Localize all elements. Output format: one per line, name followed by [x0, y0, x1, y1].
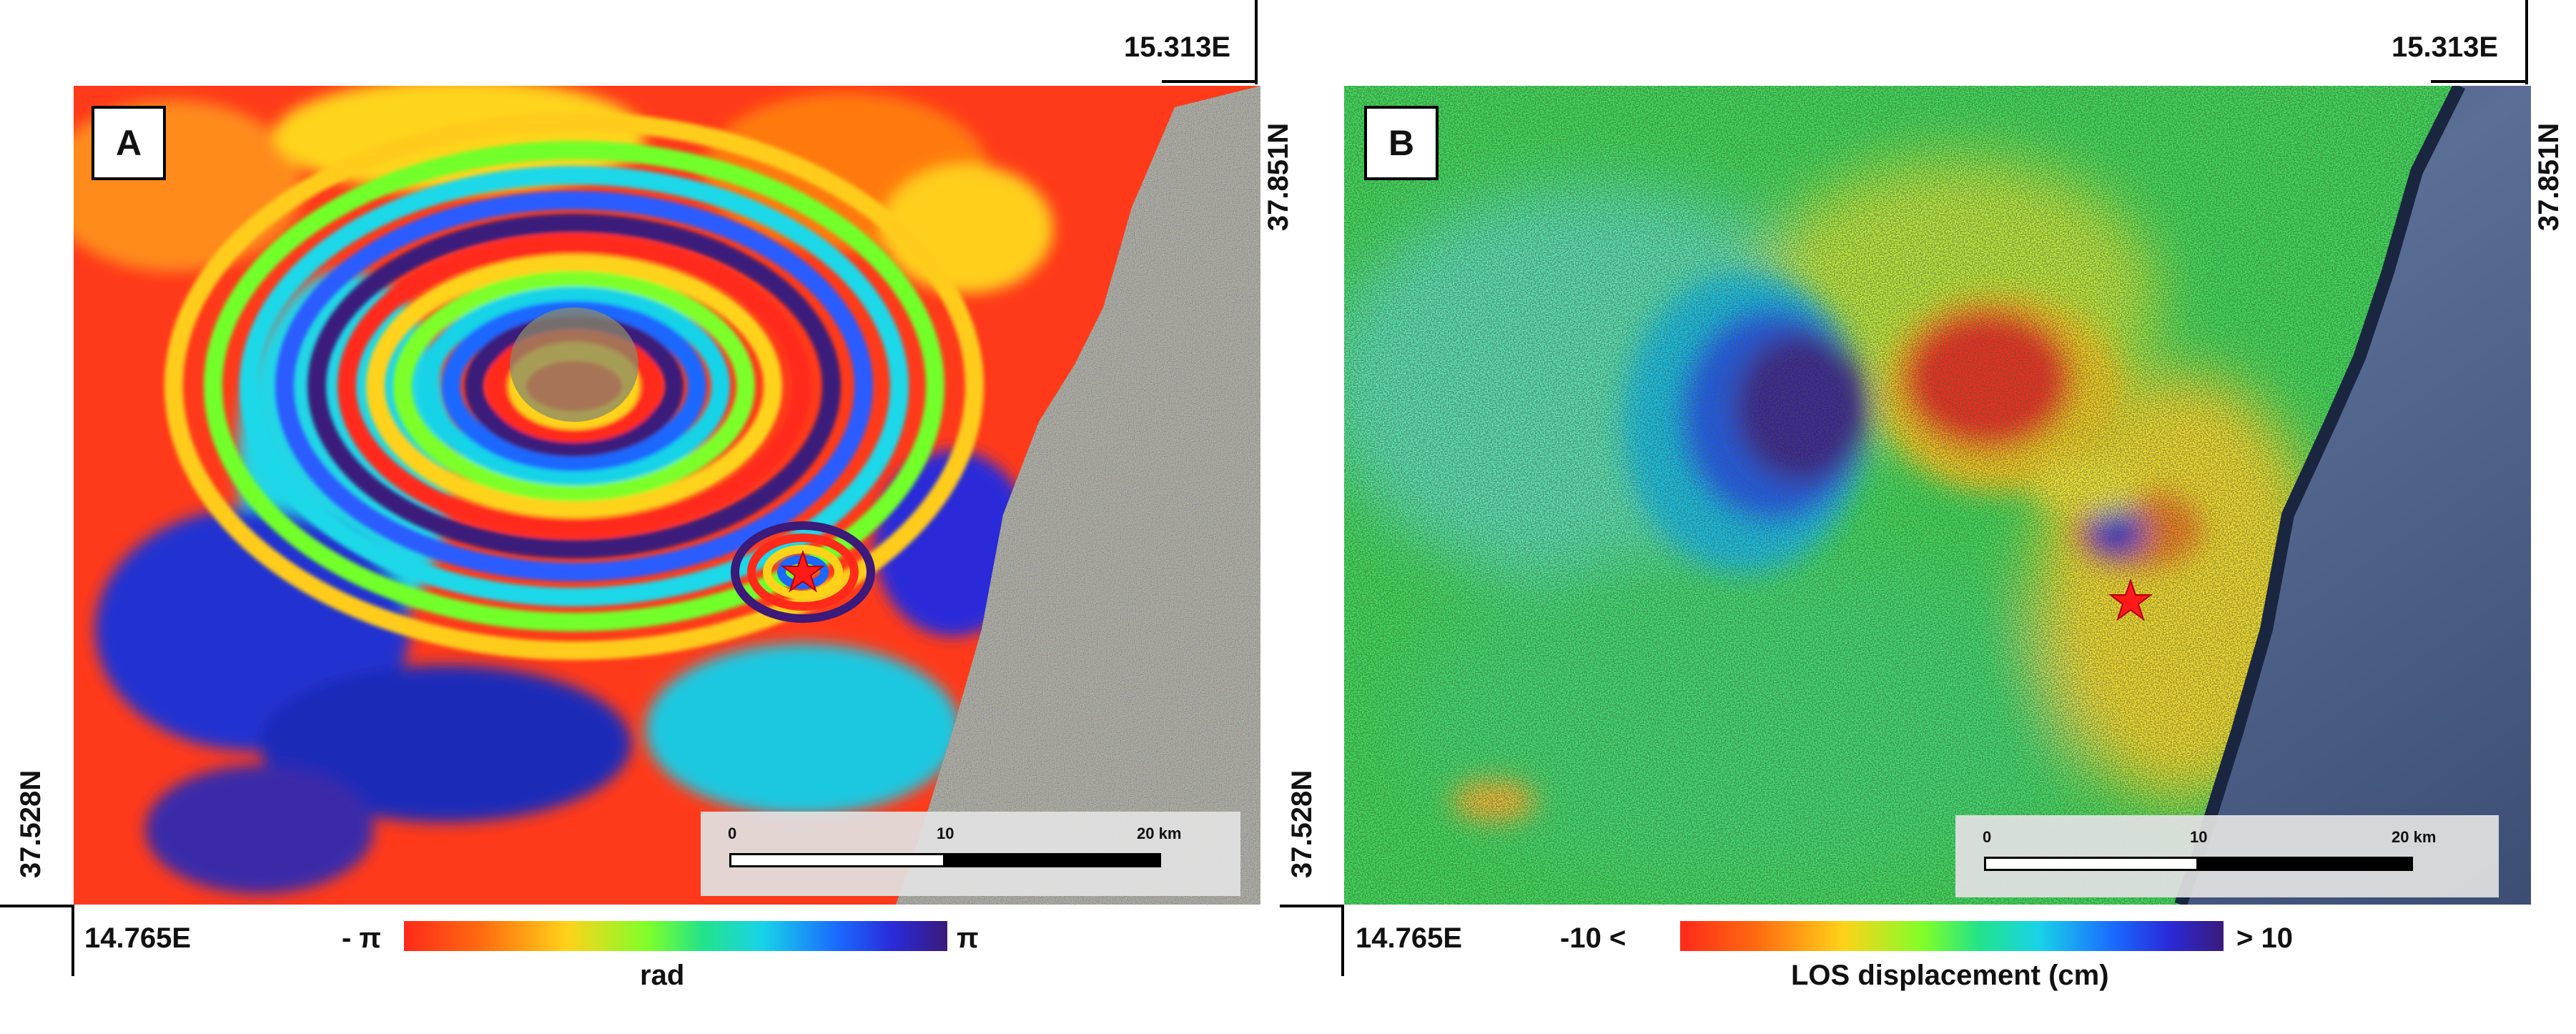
- colorbar-a-min: - π: [342, 922, 382, 954]
- lat-left-a: 37.528N: [15, 769, 47, 879]
- colorbar-a: [404, 921, 947, 951]
- scale-tick-10: 10: [2190, 828, 2208, 846]
- colorbar-a-title: rad: [640, 960, 685, 991]
- panel-b: B 0 10 20 km 15.313E 37.851N 37.528N 14.…: [1280, 0, 2576, 1034]
- scale-segment-white: [729, 853, 945, 867]
- scale-bar-b: 0 10 20 km: [1955, 815, 2499, 897]
- corner-tick-bottom-left: [0, 905, 74, 907]
- scale-bar-a: 0 10 20 km: [701, 812, 1240, 896]
- scale-segment-white: [1984, 857, 2199, 871]
- corner-tick-bottom-left: [1341, 905, 1344, 976]
- panel-a-label: A: [92, 106, 166, 180]
- los-displacement-map: [1344, 86, 2531, 905]
- lon-bottom-left-b: 14.765E: [1356, 922, 1463, 954]
- corner-tick-top-right: [1162, 80, 1258, 83]
- eruption-star-marker: [781, 549, 825, 593]
- scale-tick-20: 20 km: [1137, 824, 1182, 842]
- lon-top-right-a: 15.313E: [1124, 31, 1231, 63]
- scale-tick-0: 0: [728, 824, 737, 842]
- corner-tick-top-right: [2525, 0, 2528, 84]
- panel-b-label: B: [1364, 106, 1438, 180]
- panel-a: A 0 10 20 km 15.313E 37.851N 37.528N 14.…: [0, 0, 1294, 1034]
- lon-top-right-b: 15.313E: [2392, 31, 2499, 63]
- colorbar-b-max: > 10: [2236, 922, 2293, 954]
- colorbar-b-title: LOS displacement (cm): [1791, 960, 2109, 991]
- corner-tick-bottom-left: [1280, 905, 1344, 907]
- interferogram-map: [74, 86, 1260, 905]
- scale-tick-0: 0: [1983, 828, 1992, 846]
- colorbar-b: [1680, 921, 2224, 951]
- eruption-star-marker: [2108, 578, 2153, 621]
- lon-bottom-left-a: 14.765E: [84, 922, 192, 954]
- lat-right-b: 37.851N: [2533, 122, 2565, 232]
- colorbar-a-max: π: [957, 922, 979, 954]
- corner-tick-top-right: [2431, 80, 2528, 83]
- lat-left-b: 37.528N: [1286, 769, 1318, 879]
- scale-segment-black: [945, 853, 1161, 867]
- scale-tick-20: 20 km: [2392, 828, 2437, 846]
- corner-tick-top-right: [1255, 0, 1258, 84]
- scale-tick-10: 10: [937, 824, 954, 842]
- colorbar-b-min: -10 <: [1560, 922, 1627, 954]
- scale-segment-black: [2199, 857, 2413, 871]
- corner-tick-bottom-left: [71, 905, 74, 976]
